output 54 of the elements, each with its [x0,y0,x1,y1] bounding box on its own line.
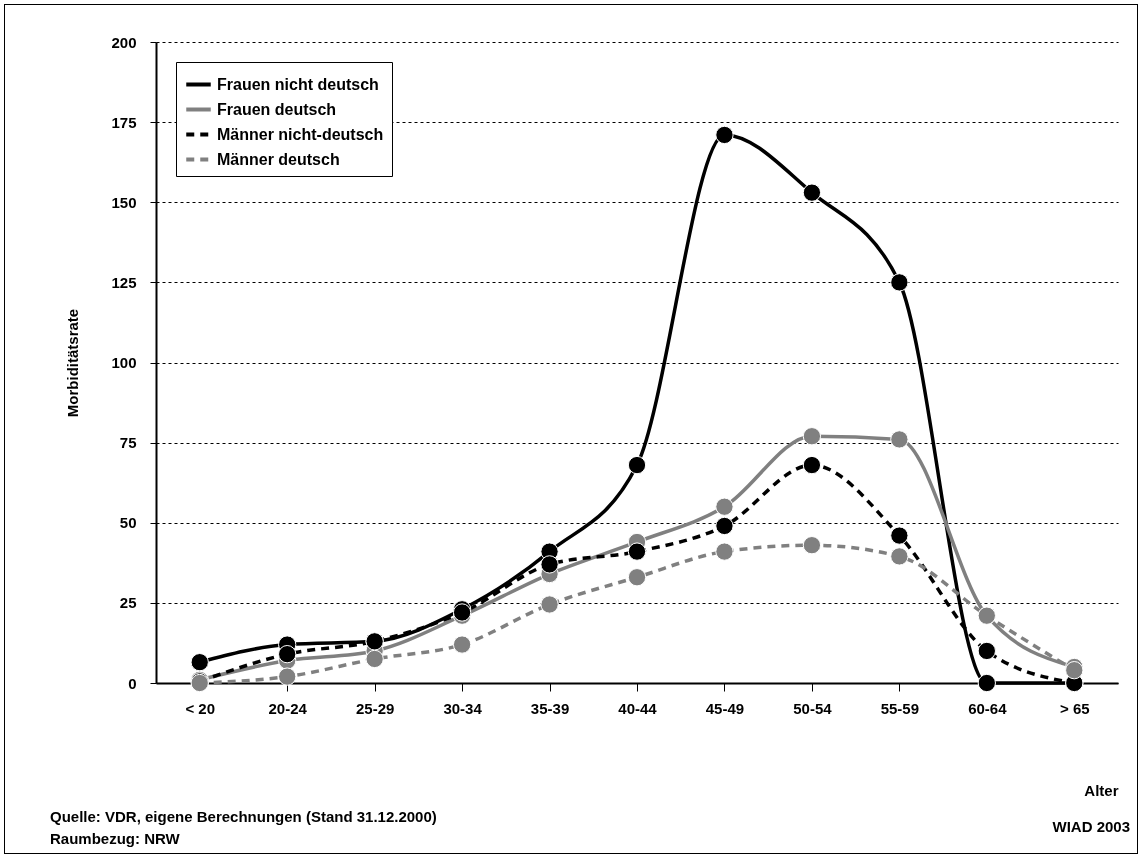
x-tick-label: < 20 [185,699,216,717]
point [890,273,909,292]
source-note: Quelle: VDR, eigene Berechnungen (Stand 31.12.2000) [50,808,437,825]
legend-label: Männer deutsch [217,150,340,168]
point [977,641,996,661]
x-tick-label: 45-49 [705,699,745,717]
point [627,568,647,587]
point [627,455,647,475]
legend-label: Männer nicht-deutsch [217,125,384,143]
y-tick-label: 0 [128,674,137,692]
x-tick-label: 60-64 [968,699,1008,717]
y-tick-label: 100 [111,354,137,371]
point [715,516,734,536]
point [452,635,472,654]
point [802,536,822,555]
x-tick-label: 30-34 [443,699,483,717]
legend-label: Frauen deutsch [217,100,337,118]
y-tick-label: 50 [119,514,137,532]
point [278,667,297,686]
point [1065,661,1084,680]
y-tick-label: 125 [111,273,137,291]
point [190,653,209,672]
point [365,649,384,669]
y-tick-label: 75 [119,434,137,452]
x-tick-label: 55-59 [880,699,920,717]
point [540,595,559,614]
x-tick-label: > 65 [1059,699,1090,717]
point [977,673,996,693]
point [890,526,909,545]
y-tick-label: 200 [111,33,137,51]
x-tick-label: 40-44 [618,699,658,717]
point [802,183,822,202]
point [715,125,734,145]
point [890,547,909,566]
point [802,455,822,475]
x-tick-label: 25-29 [355,699,395,717]
point [627,542,647,561]
x-tick-label: 35-39 [530,699,570,717]
x-axis-title: Alter [1084,781,1119,799]
legend-label: Frauen nicht deutsch [217,75,379,93]
x-tick-label: 50-54 [793,699,833,717]
text: WIAD 2003 [1052,818,1130,835]
point [802,427,822,446]
point [278,645,297,664]
x-tick-label: 20-24 [268,699,308,717]
point [890,430,909,449]
y-axis-title: Morbiditätsrate [64,308,82,418]
y-tick-label: 25 [119,594,137,612]
y-tick-label: 150 [111,193,137,211]
point [715,497,734,516]
text: Raumbezug: NRW [50,830,180,847]
point [540,555,559,574]
y-tick-label: 175 [111,113,137,131]
point [715,542,734,561]
